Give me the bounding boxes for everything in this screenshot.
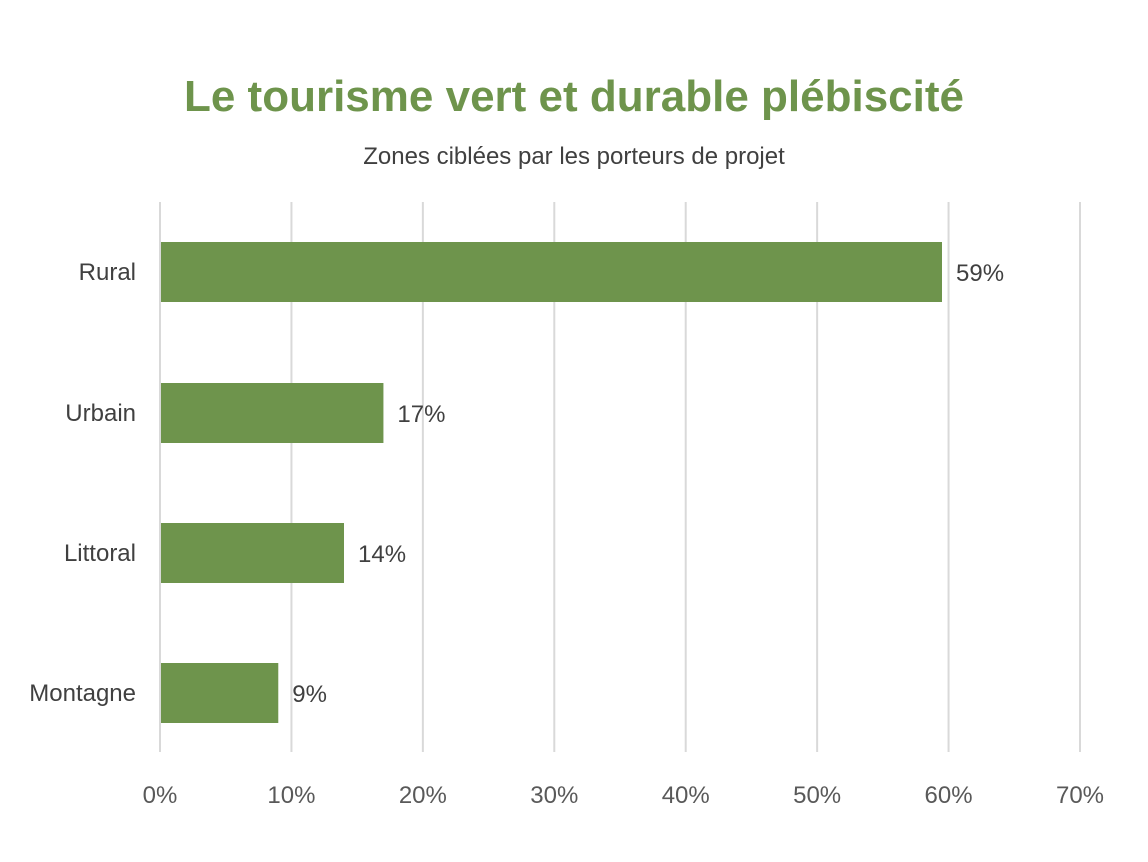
chart-title: Le tourisme vert et durable plébiscité [183, 72, 964, 121]
data-label: 59% [956, 260, 1004, 287]
x-tick-label: 30% [530, 782, 578, 809]
x-tick-label: 70% [1056, 782, 1104, 809]
bar-montagne [160, 663, 279, 723]
category-label: Montagne [29, 680, 136, 707]
category-label: Rural [79, 259, 136, 286]
x-tick-label: 50% [793, 782, 841, 809]
data-label: 14% [358, 541, 406, 568]
bar-littoral [160, 523, 344, 583]
data-label: 17% [397, 401, 445, 428]
bar-urbain [160, 383, 384, 443]
x-tick-label: 60% [925, 782, 973, 809]
x-tick-label: 0% [143, 782, 178, 809]
category-label: Urbain [65, 400, 136, 427]
data-label: 9% [292, 681, 327, 708]
category-label: Littoral [64, 540, 136, 567]
bar-rural [160, 242, 942, 302]
x-tick-label: 40% [662, 782, 710, 809]
x-tick-label: 20% [399, 782, 447, 809]
chart-subtitle: Zones ciblées par les porteurs de projet [363, 143, 785, 170]
x-tick-label: 10% [267, 782, 315, 809]
